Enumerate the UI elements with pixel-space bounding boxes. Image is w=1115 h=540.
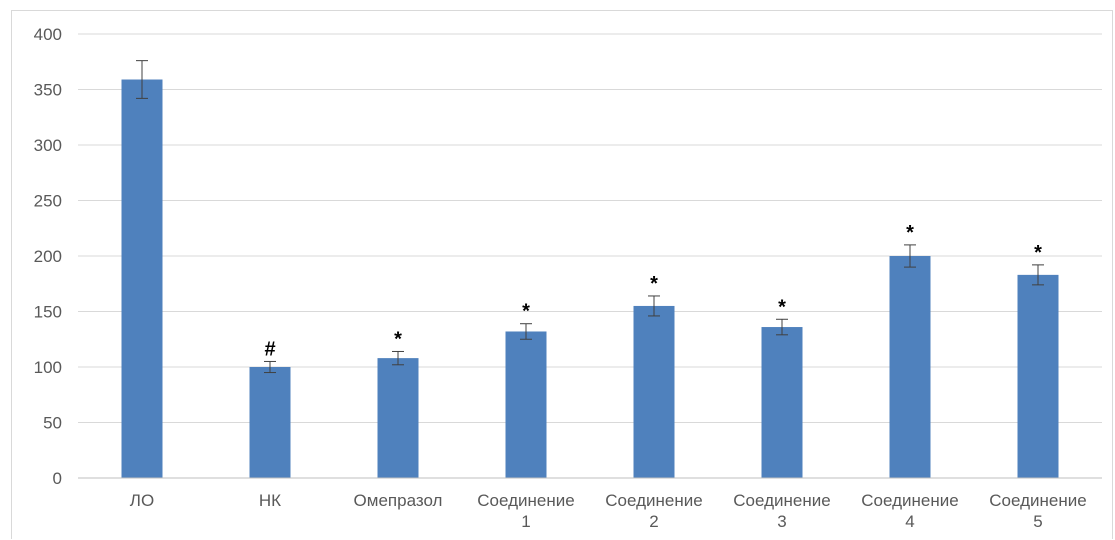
y-tick-label: 250 (34, 192, 62, 211)
y-tick-label: 350 (34, 81, 62, 100)
x-category-label-line: НК (259, 491, 281, 510)
x-category-label-line: 2 (649, 512, 658, 531)
y-tick-label: 400 (34, 25, 62, 44)
x-category-label-line: Омепразол (354, 491, 443, 510)
bar (505, 331, 547, 478)
significance-marker: * (394, 328, 402, 350)
significance-marker: * (650, 273, 658, 295)
chart-frame (11, 10, 1113, 539)
significance-marker: * (522, 301, 530, 323)
x-category-label-line: Соединение (989, 491, 1086, 510)
x-category-label-line: 5 (1033, 512, 1042, 531)
y-axis-tick-labels: 0 50 100 150 200 250 300 350 400 (34, 25, 62, 488)
y-tick-label: 100 (34, 358, 62, 377)
x-category-label-line: Соединение (477, 491, 574, 510)
x-category-label: ЛО (130, 491, 154, 510)
y-tick-label: 50 (43, 414, 62, 433)
x-category-label: Соединение 3 (733, 491, 830, 531)
bar (761, 327, 803, 478)
y-tick-label: 0 (53, 469, 62, 488)
x-category-label: НК (259, 491, 281, 510)
y-tick-label: 200 (34, 247, 62, 266)
significance-marker: * (1034, 242, 1042, 264)
y-tick-label: 150 (34, 303, 62, 322)
x-category-label-line: 4 (905, 512, 914, 531)
bar (249, 367, 291, 478)
significance-markers: # * * * * * * (264, 222, 1042, 361)
y-tick-label: 300 (34, 136, 62, 155)
x-category-label-line: 3 (777, 512, 786, 531)
bar (121, 79, 163, 478)
bar (633, 305, 675, 478)
significance-marker: * (906, 222, 914, 244)
error-bars (136, 60, 1044, 374)
x-category-label: Соединение 1 (477, 491, 574, 531)
x-category-label-line: 1 (521, 512, 530, 531)
bar (1017, 274, 1059, 478)
bar (889, 256, 931, 478)
x-category-label-line: Соединение (733, 491, 830, 510)
x-category-label: Соединение 4 (861, 491, 958, 531)
x-category-label-line: ЛО (130, 491, 154, 510)
bars (121, 79, 1059, 478)
bar (377, 358, 419, 478)
x-category-label-line: Соединение (861, 491, 958, 510)
x-category-label-line: Соединение (605, 491, 702, 510)
x-category-label: Соединение 2 (605, 491, 702, 531)
x-category-label: Омепразол (354, 491, 443, 510)
x-category-label: Соединение 5 (989, 491, 1086, 531)
gridlines (78, 33, 1102, 423)
significance-marker: * (778, 296, 786, 318)
significance-marker: # (264, 338, 275, 360)
